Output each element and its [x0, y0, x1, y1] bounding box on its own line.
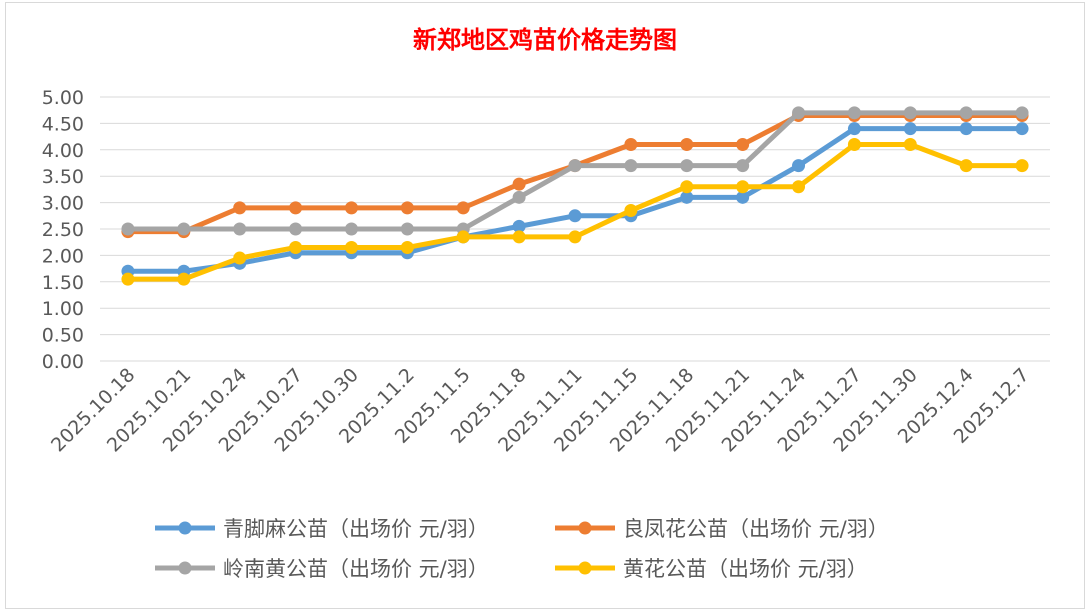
data-point [400, 201, 414, 215]
series-2 [121, 106, 1029, 236]
data-point [792, 180, 806, 194]
data-point [289, 222, 303, 236]
y-tick-label: 2.50 [42, 219, 84, 241]
data-point [847, 106, 861, 120]
legend-item: 岭南黄公苗（出场价 元/羽） [155, 557, 489, 581]
data-point [233, 201, 247, 215]
data-point [680, 138, 694, 152]
legend-swatch-marker [178, 521, 192, 535]
data-point [792, 159, 806, 173]
data-point [959, 122, 973, 136]
y-tick-label: 4.50 [42, 113, 84, 135]
series-3 [121, 138, 1029, 286]
y-tick-label: 2.00 [42, 245, 84, 267]
data-point [121, 222, 135, 236]
data-point [1015, 106, 1029, 120]
gridlines [100, 96, 1050, 362]
data-point [568, 159, 582, 173]
data-point [736, 190, 750, 204]
data-point [1015, 159, 1029, 173]
data-point [121, 272, 135, 286]
data-point [624, 138, 638, 152]
legend-item: 青脚麻公苗（出场价 元/羽） [155, 517, 489, 541]
data-point [344, 201, 358, 215]
data-point [456, 201, 470, 215]
data-point [624, 204, 638, 218]
y-tick-label: 1.00 [42, 298, 84, 320]
legend-swatch-marker [178, 561, 192, 575]
data-point [233, 251, 247, 265]
data-point [847, 138, 861, 152]
chart-frame [5, 2, 1085, 609]
data-point [512, 219, 526, 233]
legend-swatch-marker [578, 521, 592, 535]
data-point [400, 240, 414, 254]
data-point [959, 159, 973, 173]
data-point [736, 159, 750, 173]
legend-item: 黄花公苗（出场价 元/羽） [555, 557, 868, 581]
data-point [177, 222, 191, 236]
data-point [512, 177, 526, 191]
legend-label: 良凤花公苗（出场价 元/羽） [623, 517, 889, 541]
data-point [568, 209, 582, 223]
data-point [1015, 122, 1029, 136]
data-point [568, 230, 582, 244]
y-tick-label: 0.00 [42, 351, 84, 373]
x-axis-ticks: 2025.10.182025.10.212025.10.242025.10.27… [47, 364, 1034, 456]
legend: 青脚麻公苗（出场价 元/羽） 良凤花公苗（出场价 元/羽） 岭南黄公苗（出场价 元/… [155, 517, 889, 581]
y-tick-label: 3.00 [42, 193, 84, 215]
data-point [456, 230, 470, 244]
series-lines [121, 106, 1029, 286]
legend-swatch-marker [578, 561, 592, 575]
data-point [903, 106, 917, 120]
legend-label: 青脚麻公苗（出场价 元/羽） [223, 517, 489, 541]
y-axis-ticks: 0.00 0.50 1.00 1.50 2.00 2.50 3.00 3.50 4.00 4.50… [42, 87, 84, 373]
data-point [512, 190, 526, 204]
chart-title: 新郑地区鸡苗价格走势图 [413, 25, 677, 54]
data-point [736, 138, 750, 152]
data-point [959, 106, 973, 120]
data-point [903, 122, 917, 136]
data-point [344, 240, 358, 254]
data-point [289, 240, 303, 254]
data-point [344, 222, 358, 236]
data-point [736, 180, 750, 194]
data-point [400, 222, 414, 236]
y-tick-label: 3.50 [42, 166, 84, 188]
legend-label: 岭南黄公苗（出场价 元/羽） [223, 557, 489, 581]
data-point [512, 230, 526, 244]
data-point [680, 159, 694, 173]
y-tick-label: 1.50 [42, 272, 84, 294]
y-tick-label: 5.00 [42, 87, 84, 109]
legend-item: 良凤花公苗（出场价 元/羽） [555, 517, 889, 541]
legend-label: 黄花公苗（出场价 元/羽） [623, 557, 868, 581]
data-point [233, 222, 247, 236]
y-tick-label: 4.00 [42, 140, 84, 162]
y-tick-label: 0.50 [42, 325, 84, 347]
data-point [847, 122, 861, 136]
data-point [624, 159, 638, 173]
data-point [680, 190, 694, 204]
data-point [903, 138, 917, 152]
data-point [177, 272, 191, 286]
data-point [792, 106, 806, 120]
data-point [680, 180, 694, 194]
data-point [289, 201, 303, 215]
